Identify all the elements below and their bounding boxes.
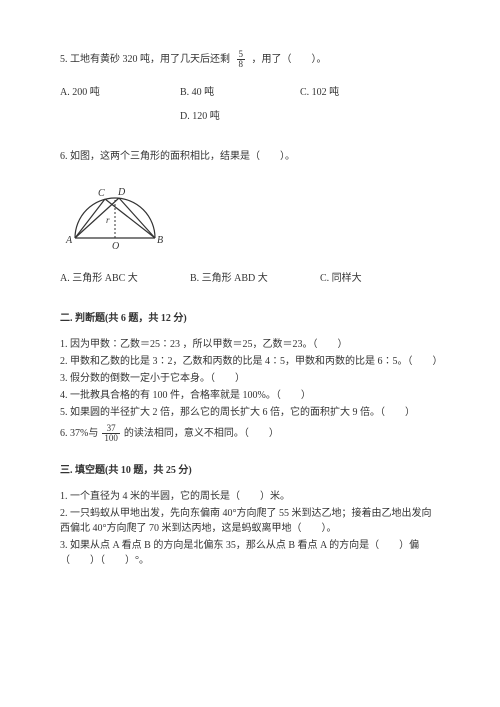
line-bc bbox=[105, 199, 155, 238]
q5-option-d: D. 120 吨 bbox=[180, 111, 220, 122]
fill-item-1: 1. 一个直径为 4 米的半圆，它的周长是（ ）米。 bbox=[60, 489, 440, 504]
question-5: 5. 工地有黄砂 320 吨，用了几天后还剩 5 8 ，用了（ ）。 A. 20… bbox=[60, 50, 440, 125]
q5-options-row2: D. 120 吨 bbox=[60, 109, 440, 125]
q5-option-c: C. 102 吨 bbox=[300, 85, 400, 101]
label-o: O bbox=[112, 241, 119, 252]
q6-figure: A B C D O r bbox=[60, 183, 440, 253]
fill-item-2: 2. 一只蚂蚁从甲地出发，先向东偏南 40°方向爬了 55 米到达乙地；接着由乙… bbox=[60, 506, 440, 536]
q5-option-a: A. 200 吨 bbox=[60, 85, 180, 101]
label-b: B bbox=[157, 235, 163, 246]
judge-item-5: 5. 如果圆的半径扩大 2 倍，那么它的周长扩大 6 倍，它的面积扩大 9 倍。… bbox=[60, 405, 440, 420]
label-a: A bbox=[65, 235, 73, 246]
q6-option-c: C. 同样大 bbox=[320, 271, 362, 287]
judge-6-before: 6. 37%与 bbox=[60, 426, 98, 442]
q5-text-after: ，用了（ ）。 bbox=[252, 54, 327, 65]
question-6: 6. 如图，这两个三角形的面积相比，结果是（ ）。 bbox=[60, 149, 440, 165]
judge-item-3: 3. 假分数的倒数一定小于它本身。（ ） bbox=[60, 371, 440, 386]
judge-item-2: 2. 甲数和乙数的比是 3∶2，乙数和丙数的比是 4∶5，甲数和丙数的比是 6∶… bbox=[60, 354, 440, 369]
fill-item-3: 3. 如果从点 A 看点 B 的方向是北偏东 35，那么从点 B 看点 A 的方… bbox=[60, 538, 440, 568]
triangle-semicircle-diagram: A B C D O r bbox=[60, 183, 170, 253]
judge-item-1: 1. 因为甲数∶乙数＝25∶23 ，所以甲数＝25，乙数＝23。（ ） bbox=[60, 337, 440, 352]
label-r: r bbox=[106, 215, 110, 225]
judge-item-4: 4. 一批教具合格的有 100 件，合格率就是 100%。（ ） bbox=[60, 388, 440, 403]
q6-options: A. 三角形 ABC 大 B. 三角形 ABD 大 C. 同样大 bbox=[60, 271, 440, 287]
q6-option-a: A. 三角形 ABC 大 bbox=[60, 271, 190, 287]
q6-option-b: B. 三角形 ABD 大 bbox=[190, 271, 320, 287]
judge-item-6: 6. 37%与 37 100 的读法相同，意义不相同。（ ） bbox=[60, 424, 440, 443]
q5-option-b: B. 40 吨 bbox=[180, 85, 300, 101]
q6-stem: 6. 如图，这两个三角形的面积相比，结果是（ ）。 bbox=[60, 149, 440, 165]
q5-text-before: 5. 工地有黄砂 320 吨，用了几天后还剩 bbox=[60, 54, 230, 65]
q5-fraction: 5 8 bbox=[237, 50, 246, 69]
q5-stem: 5. 工地有黄砂 320 吨，用了几天后还剩 5 8 ，用了（ ）。 bbox=[60, 50, 440, 69]
label-c: C bbox=[98, 188, 105, 199]
fraction-denominator: 8 bbox=[237, 60, 246, 69]
fraction-denominator: 100 bbox=[102, 434, 120, 443]
label-d: D bbox=[117, 187, 126, 198]
line-ad bbox=[75, 198, 119, 238]
section-2-header: 二. 判断题(共 6 题，共 12 分) bbox=[60, 311, 440, 327]
q5-options-row1: A. 200 吨 B. 40 吨 C. 102 吨 bbox=[60, 85, 440, 101]
judge-6-after: 的读法相同，意义不相同。（ ） bbox=[124, 426, 279, 442]
judge-6-fraction: 37 100 bbox=[102, 424, 120, 443]
section-3-header: 三. 填空题(共 10 题，共 25 分) bbox=[60, 463, 440, 479]
